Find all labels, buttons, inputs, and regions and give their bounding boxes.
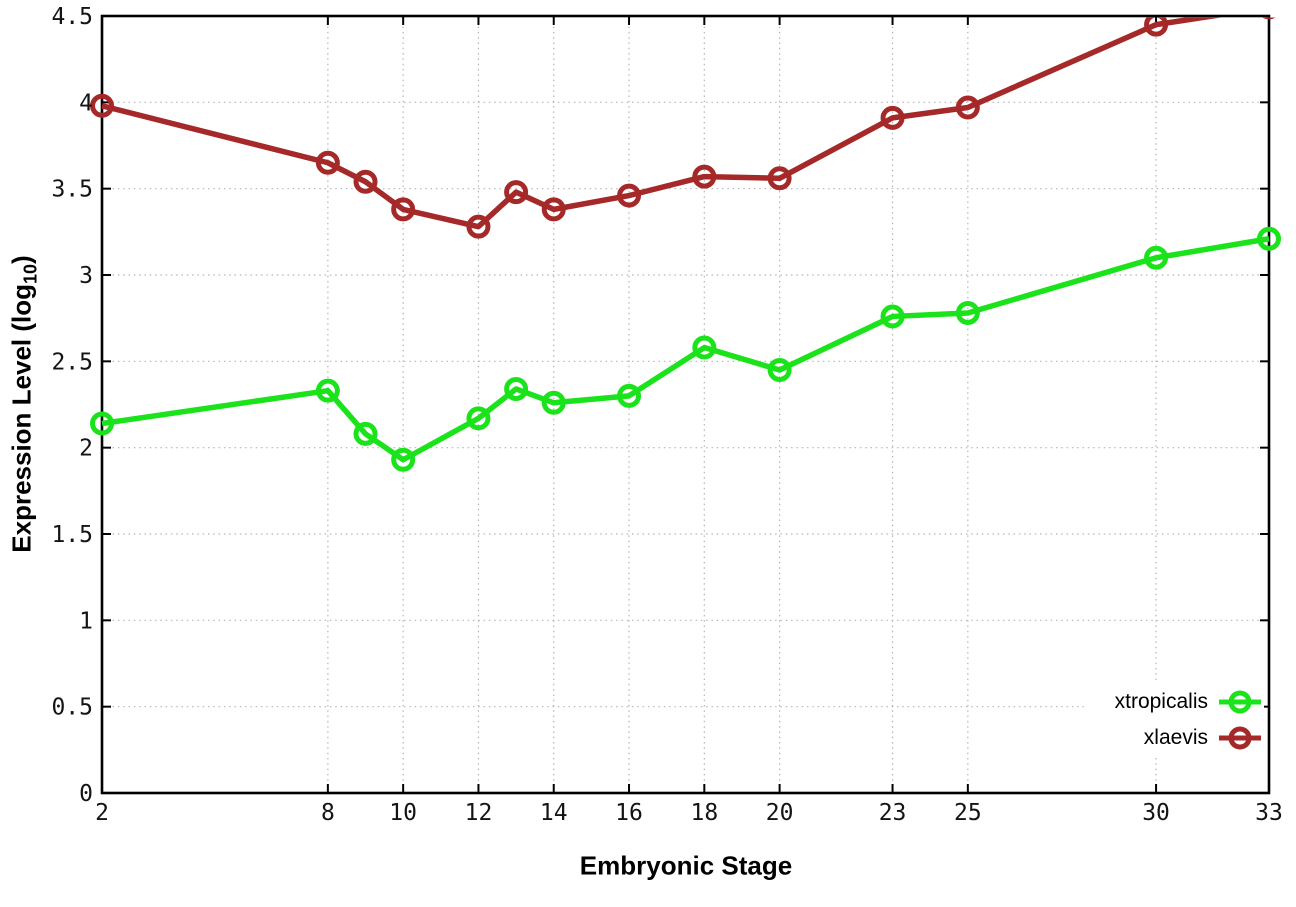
xlaevis-marker-icon bbox=[1219, 726, 1261, 750]
y-axis-title: Expression Level (log10) bbox=[7, 255, 42, 552]
x-tick-label: 20 bbox=[766, 800, 794, 826]
legend-label-xlaevis: xlaevis bbox=[1143, 726, 1208, 749]
marker-xtropicalis bbox=[504, 376, 529, 401]
x-tick-label: 23 bbox=[879, 800, 907, 826]
legend-label-xtropicalis: xtropicalis bbox=[1114, 690, 1208, 713]
marker-xlaevis bbox=[504, 180, 529, 205]
x-tick-label: 2 bbox=[95, 800, 109, 826]
marker-xtropicalis bbox=[1144, 245, 1169, 270]
marker-xlaevis bbox=[955, 95, 980, 120]
marker-xtropicalis bbox=[466, 406, 491, 431]
marker-xtropicalis bbox=[880, 304, 905, 329]
marker-xlaevis bbox=[767, 166, 792, 191]
marker-xlaevis bbox=[1262, 17, 1276, 20]
marker-xtropicalis bbox=[391, 447, 416, 472]
y-tick-label: 3.5 bbox=[51, 177, 93, 203]
marker-xtropicalis bbox=[1257, 226, 1281, 251]
y-axis-title-close: ) bbox=[6, 255, 37, 264]
marker-xlaevis bbox=[315, 150, 340, 175]
y-tick-label: 1.5 bbox=[51, 522, 93, 548]
y-tick-label: 2.5 bbox=[51, 349, 93, 375]
marker-xlaevis bbox=[880, 105, 905, 130]
marker-xlaevis bbox=[692, 164, 717, 189]
marker-xlaevis bbox=[353, 169, 378, 194]
marker-xlaevis bbox=[541, 197, 566, 222]
legend-item-xlaevis: xlaevis bbox=[1144, 720, 1262, 756]
x-tick-label: 14 bbox=[540, 800, 568, 826]
plot-border bbox=[100, 14, 1271, 795]
series-line-xtropicalis bbox=[101, 236, 1270, 463]
x-tick-label: 30 bbox=[1142, 800, 1170, 826]
y-tick-label: 2 bbox=[79, 436, 93, 462]
x-tick-label: 8 bbox=[321, 800, 335, 826]
marker-xtropicalis bbox=[315, 378, 340, 403]
marker-xtropicalis bbox=[541, 390, 566, 415]
y-tick-label: 0.5 bbox=[51, 695, 93, 721]
marker-xlaevis bbox=[1144, 17, 1169, 37]
x-tick-label: 10 bbox=[389, 800, 417, 826]
marker-xlaevis bbox=[466, 214, 491, 239]
marker-xtropicalis bbox=[353, 421, 378, 446]
x-tick-label: 33 bbox=[1255, 800, 1283, 826]
legend-item-xtropicalis: xtropicalis bbox=[1115, 684, 1262, 720]
y-axis-title-text: Expression Level (log bbox=[6, 283, 37, 553]
marker-xtropicalis bbox=[90, 411, 114, 436]
marker-xlaevis bbox=[90, 93, 114, 118]
marker-xlaevis bbox=[617, 183, 642, 208]
x-tick-label: 12 bbox=[465, 800, 493, 826]
y-tick-label: 3 bbox=[79, 263, 93, 289]
y-tick-label: 4 bbox=[79, 90, 93, 116]
y-tick-label: 1 bbox=[79, 608, 93, 634]
marker-xtropicalis bbox=[767, 357, 792, 382]
xtropicalis-marker-icon bbox=[1219, 690, 1261, 714]
series-line-xlaevis bbox=[101, 17, 1221, 230]
x-tick-label: 18 bbox=[690, 800, 718, 826]
y-tick-label: 4.5 bbox=[51, 4, 93, 30]
marker-xtropicalis bbox=[617, 383, 642, 408]
marker-xtropicalis bbox=[692, 335, 717, 360]
y-tick-label: 0 bbox=[79, 781, 93, 807]
x-tick-label: 16 bbox=[615, 800, 643, 826]
y-axis-title-subscript: 10 bbox=[20, 263, 41, 284]
x-axis-title: Embryonic Stage bbox=[579, 850, 793, 881]
marker-xtropicalis bbox=[955, 300, 980, 325]
marker-xlaevis bbox=[391, 197, 416, 222]
x-tick-label: 25 bbox=[954, 800, 982, 826]
legend: xtropicalis xlaevis bbox=[1084, 682, 1264, 758]
